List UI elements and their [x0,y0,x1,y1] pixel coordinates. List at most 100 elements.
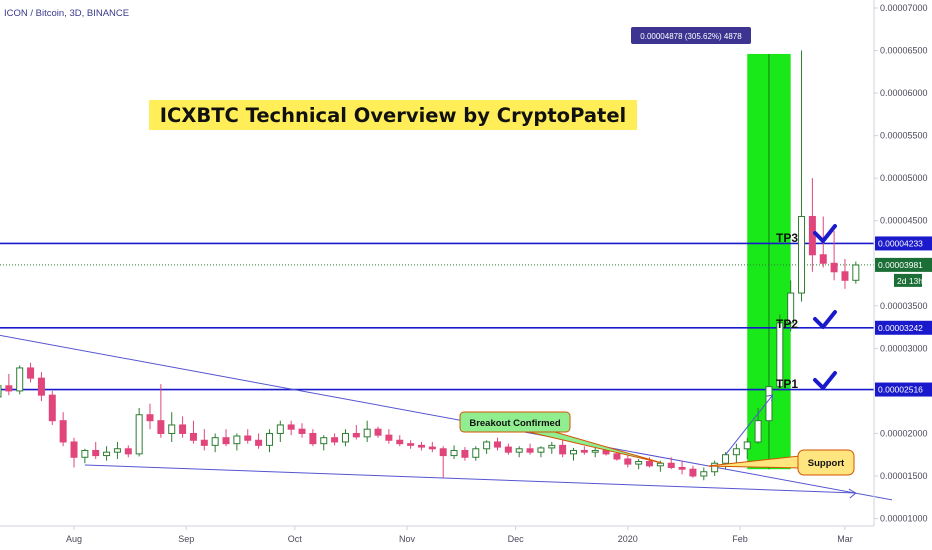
breakout-callout-text: Breakout Confirmed [469,418,561,429]
candle-body [504,446,512,453]
level-price-tag-text-tp3: 0.00004233 [878,238,923,248]
candle[interactable] [493,437,501,451]
candle[interactable] [483,440,491,454]
candle[interactable] [211,433,219,453]
price-tick-label: 0.00001500 [880,471,928,481]
candle[interactable] [298,423,306,438]
candle[interactable] [233,433,241,451]
candle[interactable] [450,445,458,459]
price-tick-label: 0.00006000 [880,88,928,98]
candle[interactable] [113,441,121,459]
candle[interactable] [287,420,295,436]
candle[interactable] [417,441,425,451]
candle[interactable] [276,420,284,442]
candle[interactable] [396,435,404,447]
candle[interactable] [0,381,2,401]
candle[interactable] [81,448,89,464]
candle[interactable] [200,429,208,451]
candle-body [363,428,371,438]
candle[interactable] [667,457,675,470]
price-tick-label: 0.00003000 [880,343,928,353]
candle[interactable] [591,447,599,458]
candle-body [852,264,860,281]
candle[interactable] [352,424,360,440]
candle[interactable] [320,435,328,451]
candle[interactable] [580,446,588,455]
candle[interactable] [124,445,132,458]
candle-body [276,424,284,434]
time-axis[interactable]: Aug Sep Oct Nov Dec 2020 Feb Mar [66,526,853,544]
candle-body [591,449,599,453]
candle[interactable] [103,446,111,461]
candle[interactable] [537,446,545,458]
candle[interactable] [678,460,686,475]
candle[interactable] [157,384,165,438]
candle[interactable] [830,230,838,281]
candle[interactable] [363,420,371,442]
candle[interactable] [37,372,45,402]
tp2-check-icon [813,310,837,329]
candle[interactable] [428,441,436,453]
candle[interactable] [700,467,708,481]
candle[interactable] [48,390,56,425]
price-axis[interactable]: 0.00001000 0.00001500 0.00002000 0.00003000… [874,3,928,524]
candle-body [407,443,415,446]
candle-body [732,448,740,456]
candle[interactable] [570,447,577,461]
price-tick-label: 0.00005500 [880,131,928,141]
candle[interactable] [798,50,806,302]
candle[interactable] [255,433,263,449]
candle[interactable] [146,403,154,430]
price-tick-label: 0.00006500 [880,46,928,56]
candle[interactable] [70,437,78,468]
candle[interactable] [179,416,187,438]
candle[interactable] [461,447,469,461]
candle[interactable] [168,412,176,442]
candle-body [37,377,45,396]
candle[interactable] [841,259,849,289]
candle[interactable] [548,441,556,454]
candle[interactable] [472,446,480,461]
candle[interactable] [189,420,197,444]
candle[interactable] [222,429,230,447]
candle[interactable] [16,365,24,395]
candle[interactable] [732,443,740,464]
candle-body [613,453,621,460]
candle[interactable] [635,458,643,470]
price-tick-label: 0.00003500 [880,301,928,311]
candle[interactable] [624,454,632,468]
support-callout-text: Support [808,458,845,469]
candle[interactable] [515,446,523,458]
candle[interactable] [407,440,415,449]
candle[interactable] [374,426,382,438]
candle[interactable] [331,433,339,446]
candle[interactable] [526,443,534,455]
candle[interactable] [244,429,252,444]
candle[interactable] [559,440,567,458]
time-tick-label: 2020 [618,534,638,544]
candle[interactable] [265,429,273,453]
candle[interactable] [852,261,860,284]
candle[interactable] [689,465,697,478]
candle[interactable] [92,441,100,459]
candle[interactable] [135,407,143,457]
candle[interactable] [711,460,719,476]
candle[interactable] [787,280,795,332]
candle-body [59,420,67,443]
candle[interactable] [385,429,393,444]
candle[interactable] [59,412,67,447]
time-tick-label: Aug [66,534,82,544]
candle[interactable] [309,429,317,447]
candle[interactable] [5,373,13,396]
tp3-check-icon [813,224,837,243]
candle[interactable] [776,314,784,391]
breakout-callout [459,411,571,433]
candle[interactable] [504,443,512,455]
candle[interactable] [439,446,447,478]
candle[interactable] [743,437,751,459]
candle[interactable] [27,362,35,383]
candle[interactable] [341,429,349,447]
price-tick-label: 0.00004500 [880,216,928,226]
candle-body [570,449,577,455]
